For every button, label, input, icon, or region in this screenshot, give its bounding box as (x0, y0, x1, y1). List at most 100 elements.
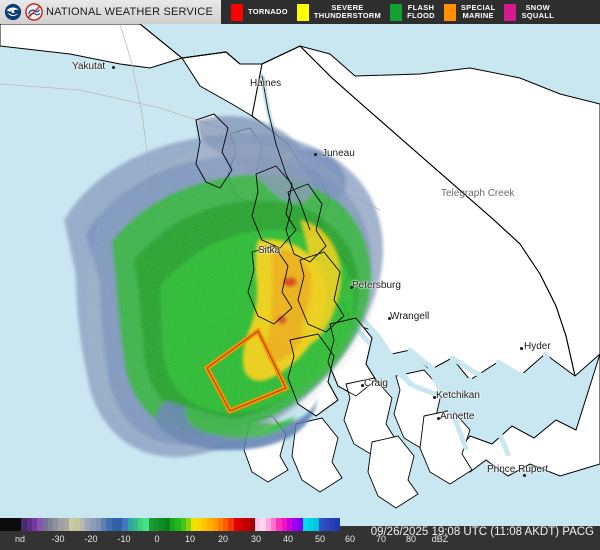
city-marker-wrangell (388, 317, 391, 320)
city-label-hyder: Hyder (524, 341, 551, 352)
dbz-scale-swatch (201, 518, 208, 531)
dbz-scale-swatch (138, 518, 144, 531)
dbz-scale-swatch (223, 518, 229, 531)
dbz-scale-swatch (170, 518, 176, 531)
city-label-ketchikan: Ketchikan (436, 390, 480, 401)
coastline-overlay (181, 45, 576, 417)
dbz-tick-label: 60 (344, 534, 356, 544)
dbz-scale-swatch (286, 518, 293, 531)
dbz-scale-swatch (324, 518, 330, 531)
map-canvas (0, 24, 600, 518)
dbz-tick-label: -30 (51, 534, 65, 544)
dbz-scale-swatch (265, 518, 271, 531)
alert-label: SNOW SQUALL (521, 2, 555, 20)
dbz-scale-swatch (127, 518, 133, 531)
city-marker-petersburg (350, 286, 353, 289)
agency-name: NATIONAL WEATHER SERVICE (46, 6, 213, 18)
dbz-scale-swatch (180, 518, 186, 531)
dbz-tick-label: 30 (250, 534, 262, 544)
dbz-scale-swatch (297, 518, 303, 531)
dbz-tick-label: 10 (184, 534, 196, 544)
dbz-scale-swatch (79, 518, 85, 531)
city-label-wrangell: Wrangell (390, 311, 430, 322)
dbz-scale-swatch (164, 518, 170, 531)
city-marker-prince-rupert (523, 474, 526, 477)
city-label-yakutat: Yakutat (72, 61, 106, 72)
dbz-scale-swatch (10, 518, 16, 531)
dbz-scale-swatch (95, 518, 101, 531)
alert-label: TORNADO (247, 6, 288, 16)
alert-label: SEVERE THUNDERSTORM (313, 2, 382, 20)
dbz-scale-swatch (318, 518, 325, 531)
dbz-tick-label: 40 (282, 534, 294, 544)
dbz-scale-swatch (58, 518, 64, 531)
dbz-scale-swatch (31, 518, 38, 531)
dbz-tick-label: dBZ (431, 534, 449, 544)
city-label-annette: Annette (440, 411, 475, 422)
dbz-scale-swatch (26, 518, 32, 531)
dbz-scale-swatch (239, 518, 245, 531)
dbz-scale-swatch (47, 518, 54, 531)
city-label-telegraph-creek: Telegraph Creek (441, 188, 515, 199)
dbz-scale-swatch (260, 518, 266, 531)
alert-item[interactable]: FLASH FLOOD (390, 2, 435, 21)
dbz-scale-swatch (159, 518, 165, 531)
dbz-tick-label: 50 (314, 534, 326, 544)
city-marker-juneau (314, 153, 317, 156)
dbz-scale-swatch (0, 518, 6, 531)
dbz-scale-swatch (148, 518, 155, 531)
dbz-scale-swatch (15, 518, 22, 531)
alert-swatch (390, 3, 403, 21)
dbz-color-scale (0, 518, 340, 531)
alert-swatch (443, 3, 456, 21)
dbz-scale-swatch (233, 518, 240, 531)
radar-map[interactable]: Yakutat Haines Juneau Telegraph Creek Si… (0, 24, 600, 518)
dbz-scale-swatch (42, 518, 48, 531)
dbz-scale-swatch (196, 518, 202, 531)
alert-label: FLASH FLOOD (407, 2, 435, 20)
city-marker-annette (437, 417, 440, 420)
city-marker-yakutat (112, 66, 115, 69)
dbz-tick-label: 20 (217, 534, 229, 544)
dbz-tick-label: 70 (375, 534, 387, 544)
alert-item[interactable]: SPECIAL MARINE (443, 3, 496, 21)
dbz-scale-swatch (249, 518, 255, 531)
alert-item[interactable]: TORNADO (230, 3, 288, 21)
timestamp-label: 09/26/2025 19:08 UTC (11:08 AKDT) PACG (370, 526, 594, 538)
nws-logo (25, 3, 43, 21)
nws-brand[interactable]: NATIONAL WEATHER SERVICE (0, 0, 221, 24)
city-label-craig: Craig (364, 378, 388, 389)
dbz-scale-swatch (302, 518, 309, 531)
dbz-scale-swatch (244, 518, 250, 531)
city-label-sitka: Sitka (258, 245, 281, 256)
dbz-scale-swatch (90, 518, 96, 531)
special-marine-warning-polygon-outline (206, 330, 287, 412)
dbz-scale-swatch (69, 518, 75, 531)
alert-item[interactable]: SNOW SQUALL (504, 2, 555, 21)
dbz-scale-swatch (228, 518, 234, 531)
alert-item[interactable]: SEVERE THUNDERSTORM (296, 2, 382, 21)
dbz-scale-swatch (185, 518, 192, 531)
dbz-scale-swatch (106, 518, 112, 531)
dbz-scale-swatch (207, 518, 213, 531)
dbz-scale-swatch (313, 518, 319, 531)
dbz-scale-swatch (74, 518, 80, 531)
dbz-scale-swatch (281, 518, 287, 531)
dbz-scale-swatch (63, 518, 70, 531)
city-label-haines: Haines (250, 78, 282, 89)
dbz-tick-label: nd (14, 534, 26, 544)
dbz-scale-swatch (276, 518, 282, 531)
alert-legend: TORNADO SEVERE THUNDERSTORM FLASH FLOOD … (221, 0, 600, 24)
dbz-scale-swatch (175, 518, 181, 531)
dbz-scale-swatch (122, 518, 128, 531)
dbz-scale-swatch (132, 518, 139, 531)
dbz-scale-swatch (217, 518, 224, 531)
dbz-scale-swatch (116, 518, 123, 531)
alert-swatch (504, 3, 517, 21)
dbz-tick-label: 0 (154, 534, 160, 544)
city-label-petersburg: Petersburg (352, 280, 401, 291)
landmass-layer (0, 24, 600, 477)
city-label-prince-rupert: Prince Rupert (487, 464, 549, 475)
footer-ocean-strip (340, 518, 600, 526)
dbz-scale-swatch (53, 518, 59, 531)
